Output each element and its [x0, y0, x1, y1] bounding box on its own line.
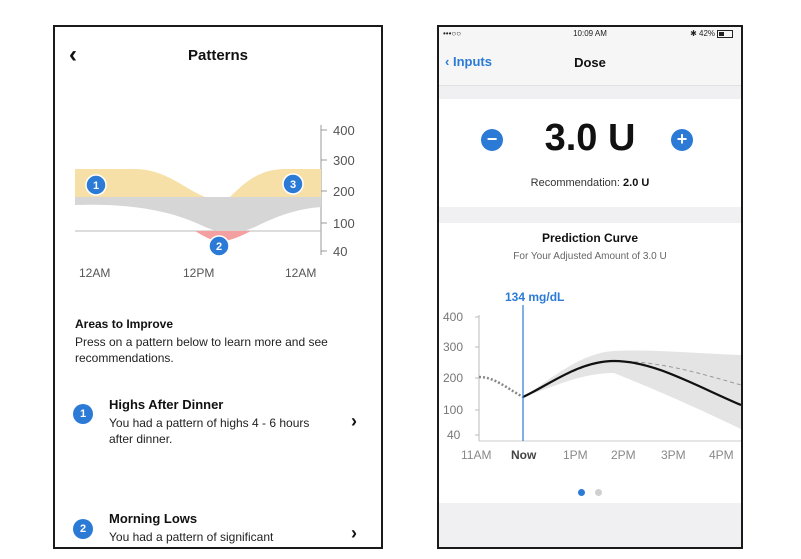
pattern-badge: 2: [73, 519, 93, 539]
marker-3[interactable]: 3: [282, 173, 304, 195]
areas-title: Areas to Improve: [75, 317, 174, 331]
y-tick-label: 400: [333, 123, 355, 138]
pattern-item-highs-after-dinner[interactable]: 1 Highs After Dinner You had a pattern o…: [55, 397, 357, 457]
svg-text:3: 3: [290, 179, 296, 191]
battery-icon: [717, 29, 733, 38]
dose-value: 3.0 U: [544, 117, 636, 159]
back-chevron-icon[interactable]: ‹: [69, 41, 77, 68]
signal-wifi-icon: •••○○: [443, 29, 462, 38]
recommendation: Recommendation: 2.0 U: [530, 177, 650, 189]
page-title: Patterns: [187, 47, 249, 64]
page-dot-active[interactable]: [577, 489, 585, 496]
patterns-header: ‹ Patterns: [55, 27, 381, 83]
svg-text:1: 1: [93, 180, 99, 192]
y-tick-label: 400: [443, 310, 463, 324]
back-button[interactable]: ‹ Inputs: [445, 54, 492, 69]
x-tick-label-now: Now: [511, 448, 537, 462]
y-tick-label: 200: [333, 184, 355, 199]
y-tick-label: 100: [333, 216, 355, 231]
page-indicator[interactable]: [439, 483, 741, 501]
marker-2[interactable]: 2: [208, 235, 230, 257]
range-band-top: [75, 197, 321, 203]
x-tick-label: 2PM: [611, 448, 636, 462]
battery-status: ✱ 42%: [690, 29, 733, 38]
prediction-subtitle: For Your Adjusted Amount of 3.0 U: [513, 251, 667, 262]
x-tick-label: 11AM: [461, 448, 491, 462]
prediction-line: [522, 359, 741, 407]
x-tick-label: 12PM: [183, 266, 214, 280]
y-tick-label: 40: [447, 428, 461, 442]
current-glucose-label: 134 mg/dL: [505, 290, 564, 304]
pattern-title: Highs After Dinner: [109, 397, 224, 412]
y-tick-label: 300: [443, 340, 463, 354]
prediction-chart: 400 300 200 100 40 134 mg/dL: [443, 290, 741, 462]
y-tick-label: 200: [443, 371, 463, 385]
y-tick-label: 100: [443, 403, 463, 417]
prediction-card: Prediction Curve For Your Adjusted Amoun…: [439, 223, 741, 503]
pattern-text: You had a pattern of highs 4 - 6 hours a…: [109, 416, 310, 446]
areas-description: Press on a pattern below to learn more a…: [75, 335, 328, 365]
status-bar: •••○○ 10:09 AM ✱ 42%: [439, 27, 741, 41]
increase-dose-button[interactable]: +: [671, 129, 693, 151]
pattern-text: You had a pattern of significant: [109, 530, 274, 544]
high-band: [75, 169, 321, 201]
chevron-right-icon: ›: [351, 523, 357, 543]
page-title: Dose: [574, 55, 606, 70]
areas-to-improve: Areas to Improve Press on a pattern belo…: [75, 317, 365, 366]
page-dot[interactable]: [595, 489, 603, 496]
decrease-dose-button[interactable]: −: [481, 129, 503, 151]
x-tick-label: 12AM: [285, 266, 316, 280]
pattern-title: Morning Lows: [109, 511, 198, 526]
nav-bar: ‹ Inputs Dose: [439, 41, 741, 86]
dose-screen: •••○○ 10:09 AM ✱ 42% ‹ Inputs Dose − 3.0…: [437, 25, 743, 549]
patterns-screen: ‹ Patterns 400 300 200 100 40 1: [53, 25, 383, 549]
history-line: [478, 375, 524, 399]
x-tick-label: 1PM: [563, 448, 588, 462]
chevron-right-icon: ›: [351, 411, 357, 431]
marker-1[interactable]: 1: [85, 174, 107, 196]
prediction-title: Prediction Curve: [541, 231, 639, 245]
status-time: 10:09 AM: [573, 29, 607, 38]
svg-text:2: 2: [216, 241, 222, 253]
range-band: [75, 201, 321, 233]
y-tick-label: 40: [333, 244, 347, 259]
glucose-pattern-chart: 400 300 200 100 40 1 2 3: [75, 123, 355, 280]
pattern-item-morning-lows[interactable]: 2 Morning Lows You had a pattern of sign…: [55, 511, 357, 547]
x-tick-label: 12AM: [79, 266, 110, 280]
y-tick-label: 300: [333, 153, 355, 168]
pattern-badge: 1: [73, 404, 93, 424]
x-tick-label: 4PM: [709, 448, 734, 462]
dose-card: − 3.0 U + Recommendation: 2.0 U: [439, 99, 741, 207]
x-tick-label: 3PM: [661, 448, 686, 462]
